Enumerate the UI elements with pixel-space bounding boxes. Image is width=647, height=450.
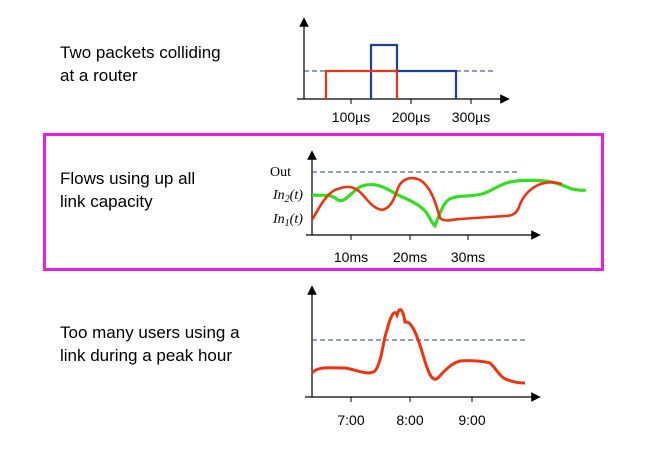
panel3-caption-line1: Too many users using a: [60, 323, 240, 342]
p3-tick-label-1: 7:00: [337, 412, 364, 428]
panel3-caption-line2: link during a peak hour: [60, 346, 233, 365]
p2-label-in1-prefix: In: [272, 212, 285, 227]
p2-label-in1: In1(t): [272, 212, 303, 229]
packet-collision-diagram: 100µs 200µs 300µs: [297, 17, 510, 125]
p2-label-out: Out: [270, 165, 291, 180]
packet-blue: [369, 43, 458, 99]
p2-label-in2-prefix: In: [272, 188, 285, 203]
p2-label-in2-suffix: (t): [290, 188, 304, 203]
p2-label-in1-suffix: (t): [290, 212, 304, 227]
p3-tick-label-2: 8:00: [396, 412, 423, 428]
usage-red: [310, 308, 526, 385]
p3-tick-label-3: 9:00: [458, 412, 485, 428]
panel1-caption: Two packets colliding at a router: [60, 41, 221, 87]
panel2-caption-line2: link capacity: [60, 192, 153, 211]
p2-label-in2: In2(t): [272, 188, 303, 205]
panel3-caption: Too many users using a link during a pea…: [60, 321, 240, 367]
p2-label-in2-sub: 2: [285, 194, 290, 205]
panel2-caption: Flows using up all link capacity: [60, 167, 195, 213]
panel1-caption-line2: at a router: [60, 66, 138, 85]
p2-label-in1-sub: 1: [285, 218, 290, 229]
highlight-frame: [43, 133, 604, 271]
link-capacity-diagram: 10ms 20ms 30ms Out In2(t) In1(t): [270, 150, 587, 265]
flow-in1-red: [310, 176, 563, 222]
p2-tick-label-3: 30ms: [451, 249, 485, 265]
packet-red: [324, 69, 399, 99]
panel2-caption-line1: Flows using up all: [60, 169, 196, 188]
p2-tick-label-2: 20ms: [393, 249, 427, 265]
p2-tick-label-1: 10ms: [334, 249, 368, 265]
p1-tick-label-3: 300µs: [452, 109, 490, 125]
panel1-caption-line1: Two packets colliding: [60, 43, 221, 62]
p1-tick-label-2: 200µs: [392, 109, 430, 125]
p1-tick-label-1: 100µs: [332, 109, 370, 125]
